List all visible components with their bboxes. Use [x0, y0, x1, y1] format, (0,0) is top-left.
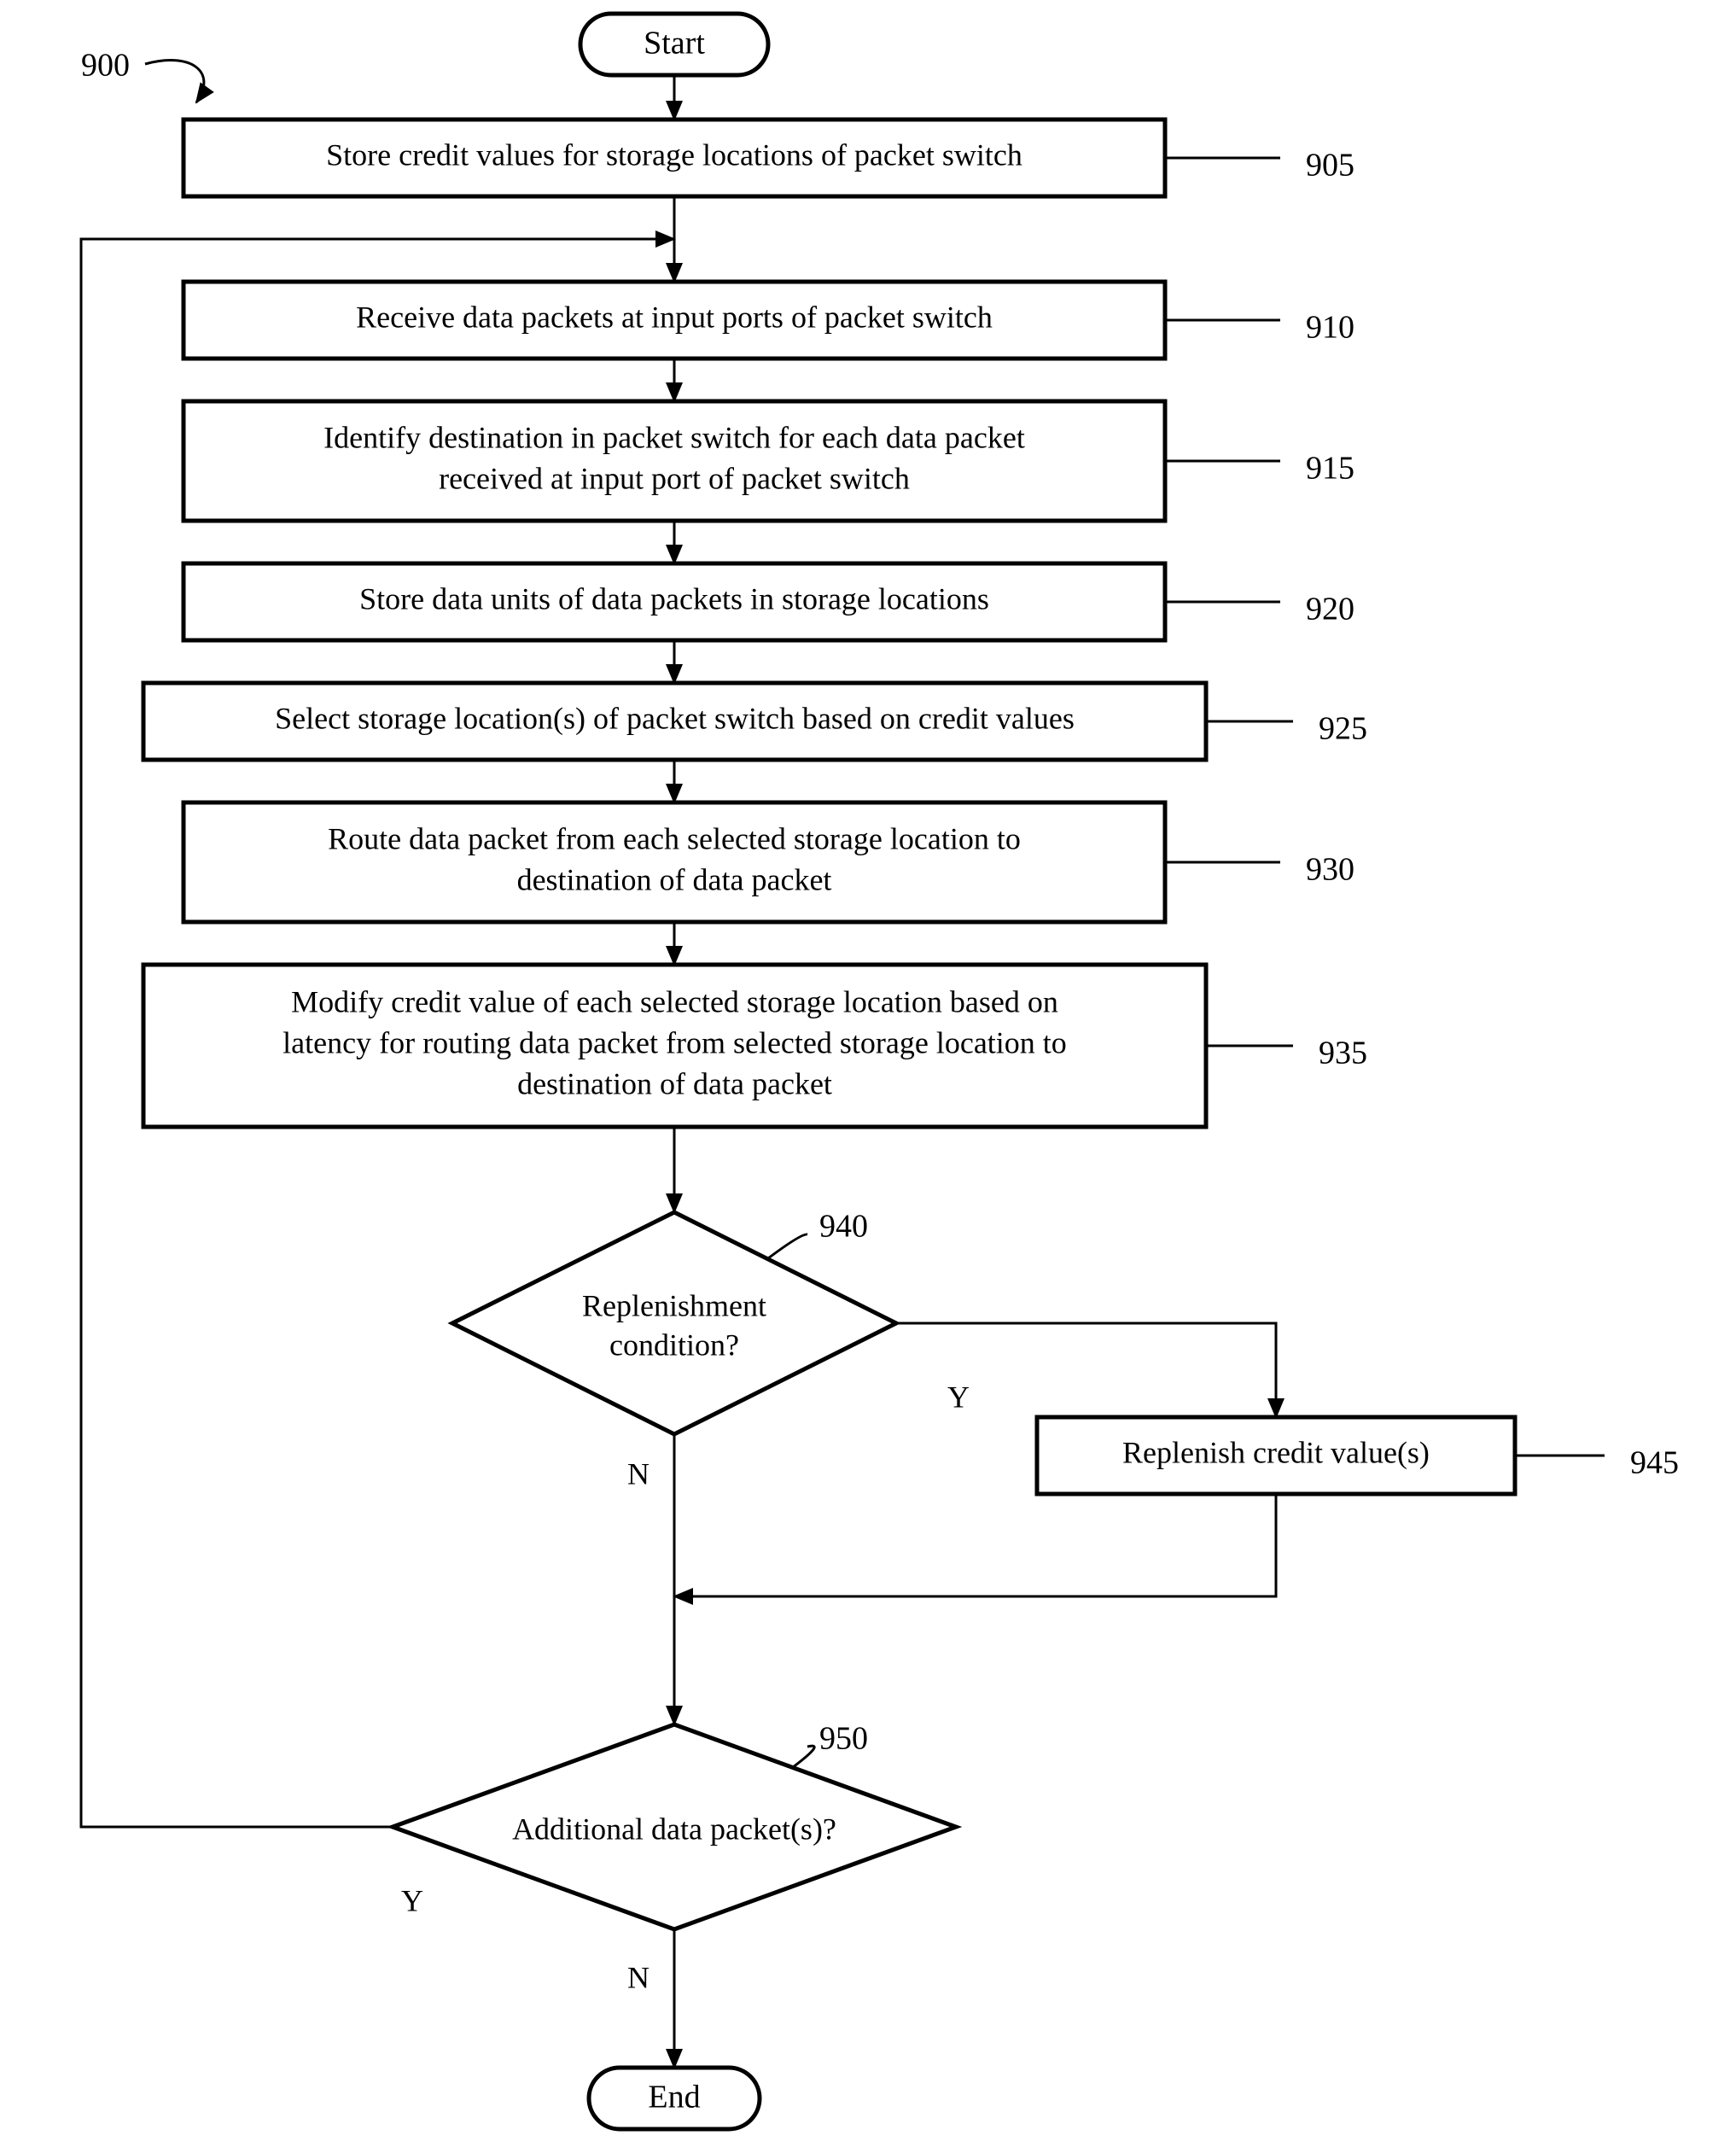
svg-text:Store data units of data packe: Store data units of data packets in stor… [359, 581, 989, 616]
svg-text:End: End [648, 2080, 700, 2115]
flowchart: 900 Start End Store credit values for stora… [0, 0, 1736, 2153]
svg-text:condition?: condition? [609, 1327, 739, 1362]
svg-text:received at input port of pack: received at input port of packet switch [439, 461, 910, 495]
svg-text:905: 905 [1306, 148, 1354, 184]
svg-text:920: 920 [1306, 592, 1354, 627]
svg-text:930: 930 [1306, 852, 1354, 888]
svg-text:destination of data packet: destination of data packet [517, 1066, 832, 1100]
svg-text:935: 935 [1319, 1036, 1367, 1071]
decision-940 [452, 1212, 896, 1434]
svg-text:Replenish credit value(s): Replenish credit value(s) [1122, 1435, 1430, 1469]
svg-text:915: 915 [1306, 451, 1354, 487]
svg-text:925: 925 [1319, 711, 1367, 747]
svg-text:900: 900 [81, 48, 130, 84]
svg-text:Replenishment: Replenishment [582, 1288, 766, 1322]
svg-text:Additional data packet(s)?: Additional data packet(s)? [512, 1812, 836, 1846]
svg-text:Identify destination in packet: Identify destination in packet switch fo… [323, 420, 1025, 454]
svg-text:Receive data packets at input: Receive data packets at input ports of p… [356, 300, 993, 334]
svg-text:Start: Start [644, 26, 705, 61]
svg-text:Y: Y [401, 1883, 423, 1917]
svg-text:Y: Y [947, 1380, 970, 1414]
svg-text:latency for routing data packe: latency for routing data packet from sel… [283, 1025, 1067, 1059]
svg-text:950: 950 [819, 1721, 868, 1757]
svg-text:Select storage location(s) of: Select storage location(s) of packet swi… [275, 701, 1075, 735]
svg-text:N: N [627, 1960, 650, 1994]
svg-text:945: 945 [1630, 1445, 1679, 1481]
flowchart-layer: 900 Start End Store credit values for stora… [81, 14, 1679, 2129]
svg-text:910: 910 [1306, 310, 1354, 346]
svg-text:N: N [627, 1456, 650, 1491]
svg-text:940: 940 [819, 1209, 868, 1245]
svg-text:destination of data packet: destination of data packet [517, 862, 832, 896]
svg-text:Modify credit value of each se: Modify credit value of each selected sto… [291, 984, 1058, 1018]
svg-text:Route data packet from each se: Route data packet from each selected sto… [328, 821, 1021, 855]
svg-text:Store credit values for storag: Store credit values for storage location… [326, 137, 1022, 172]
